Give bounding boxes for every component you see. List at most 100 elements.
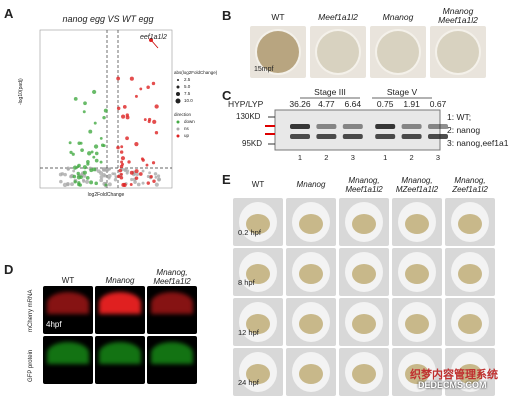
decor-dot <box>92 155 96 159</box>
decor-dot <box>80 148 84 153</box>
decor-dot <box>143 118 147 121</box>
decor-dot <box>141 158 145 162</box>
row-label: mCherry mRNA <box>28 289 34 332</box>
decor-dot <box>83 101 87 106</box>
lane-label: 3 <box>435 153 441 162</box>
decor-dot <box>59 179 63 184</box>
legend-label: 10.0 <box>184 98 193 103</box>
yolk <box>405 214 429 234</box>
watermark: DEDECMS.COM <box>418 380 487 390</box>
decor-dot <box>86 160 90 164</box>
column-label: MZeef1a1l2 <box>395 185 439 194</box>
decor-dot <box>70 182 74 187</box>
decor-dot <box>96 169 101 174</box>
column-label: Meef1a1l2 <box>318 12 358 22</box>
decor-dot <box>92 167 97 172</box>
decor-dot <box>69 150 73 154</box>
yolk <box>458 364 482 384</box>
y-axis-label: -log10(padj) <box>18 78 24 105</box>
embryo-signal <box>151 342 193 364</box>
yolk <box>299 214 323 234</box>
yolk <box>246 364 270 384</box>
yolk <box>405 364 429 384</box>
decor-dot <box>146 85 150 89</box>
decor-dot <box>157 178 161 182</box>
decor-dot <box>107 182 112 187</box>
stage-label: 4hpf <box>46 320 62 329</box>
decor-dot <box>73 96 78 101</box>
decor-dot <box>58 172 63 177</box>
decor-dot <box>113 178 118 182</box>
decor-dot <box>63 172 67 177</box>
decor-dot <box>99 174 104 179</box>
column-label: Mnanog <box>105 276 135 285</box>
decor-dot <box>99 160 103 164</box>
decor-dot <box>88 129 93 134</box>
decor-dot <box>116 106 121 111</box>
decor-dot <box>121 114 126 119</box>
decor-dot <box>147 119 151 124</box>
decor-dot <box>94 151 99 156</box>
stage-label: 24 hpf <box>238 378 259 387</box>
column-label: Mnanog <box>382 12 414 22</box>
western-blot <box>274 109 441 151</box>
decor-dot <box>125 136 129 141</box>
egg <box>317 31 359 73</box>
decor-dot <box>154 131 159 135</box>
decor-dot <box>76 175 82 180</box>
decor-dot <box>90 150 94 154</box>
yolk <box>405 264 429 284</box>
legend-swatch <box>176 120 180 124</box>
blot-band <box>428 134 448 139</box>
column-label: Mnanog, <box>401 176 433 185</box>
fluorescence-image <box>95 336 145 384</box>
yolk <box>352 364 376 384</box>
blot-band <box>290 124 310 129</box>
ratio-value: 4.77 <box>318 99 335 109</box>
blot-band <box>375 124 396 129</box>
decor-dot <box>154 104 159 109</box>
decor-dot <box>71 152 75 156</box>
decor-dot <box>127 160 131 164</box>
panel-letter: D <box>4 262 14 277</box>
stage-label: 12 hpf <box>238 328 259 337</box>
blot-band <box>375 134 396 139</box>
decor-dot <box>62 182 68 188</box>
column-label: Zeef1a1l2 <box>452 185 488 194</box>
decor-dot <box>119 175 124 180</box>
decor-dot <box>152 179 156 183</box>
legend-swatch <box>176 127 180 131</box>
panel-letter: C <box>222 88 232 103</box>
decor-dot <box>103 108 108 113</box>
legend-swatch <box>176 134 180 138</box>
decor-dot <box>118 168 123 173</box>
decor-dot <box>149 38 153 42</box>
embryo-signal <box>47 292 89 314</box>
decor-dot <box>72 174 77 179</box>
legend-label: 2: nanog <box>447 125 481 135</box>
ratio-value: 1.91 <box>403 99 420 109</box>
blot-band <box>428 124 448 129</box>
yolk <box>458 264 482 284</box>
decor-dot <box>102 144 106 148</box>
decor-dot <box>134 176 139 180</box>
legend-swatch <box>177 79 179 81</box>
decor-dot <box>149 175 153 179</box>
column-label: Mnanog, <box>156 268 188 277</box>
legend-swatch <box>175 98 181 104</box>
legend-label: down <box>184 119 195 124</box>
decor-dot <box>117 174 121 179</box>
decor-dot <box>122 105 127 109</box>
decor-dot <box>76 165 80 169</box>
blot-band <box>342 124 363 129</box>
decor-dot <box>151 81 156 86</box>
decor-dot <box>101 167 107 172</box>
panel-letter: B <box>222 8 232 23</box>
decor-dot <box>102 115 106 120</box>
stage-label: 15mpf <box>254 66 274 73</box>
decor-dot <box>130 177 134 182</box>
fluorescence-image <box>95 286 145 334</box>
embryo-signal <box>99 342 141 364</box>
blot-band <box>290 134 310 139</box>
ratio-value: 6.64 <box>344 99 362 109</box>
